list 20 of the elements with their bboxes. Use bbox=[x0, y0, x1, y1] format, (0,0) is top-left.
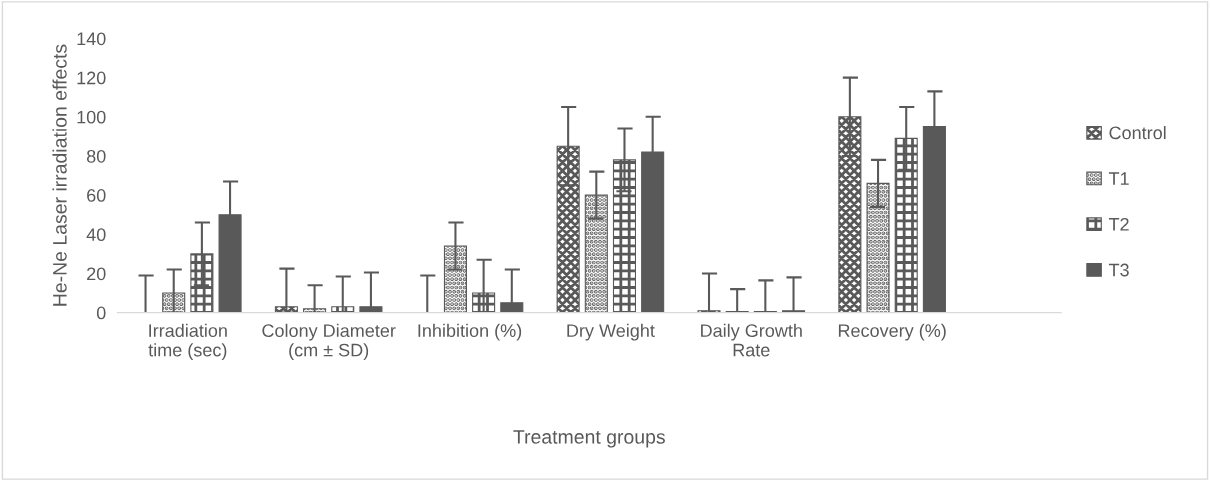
y-axis-title: He-Ne Laser irradiation effects bbox=[52, 44, 67, 306]
legend-label: T3 bbox=[1108, 263, 1129, 277]
y-tick-label: 120 bbox=[77, 71, 106, 85]
legend-label: T1 bbox=[1108, 172, 1129, 185]
y-tick-label: 20 bbox=[87, 267, 106, 281]
x-tick-label: Irradiation time (sec) bbox=[148, 323, 227, 361]
y-tick-label: 60 bbox=[87, 189, 106, 202]
y-tick-label: 0 bbox=[96, 306, 106, 320]
x-tick-label: Daily Growth Rate bbox=[701, 323, 802, 357]
x-tick-label: Dry Weight bbox=[567, 323, 655, 341]
legend-label: Control bbox=[1109, 125, 1166, 140]
y-tick-label: 40 bbox=[86, 228, 106, 242]
x-tick-label: Inhibition (%) bbox=[418, 323, 522, 341]
y-tick-label: 80 bbox=[86, 149, 106, 163]
x-tick-label: Colony Diameter (cm ± SD) bbox=[262, 323, 396, 361]
y-tick-label: 140 bbox=[77, 32, 106, 46]
legend-label: T2 bbox=[1108, 217, 1129, 231]
y-tick-label: 100 bbox=[77, 110, 106, 124]
x-axis-title: Treatment groups bbox=[513, 430, 665, 448]
x-tick-label: Recovery (%) bbox=[838, 323, 946, 341]
